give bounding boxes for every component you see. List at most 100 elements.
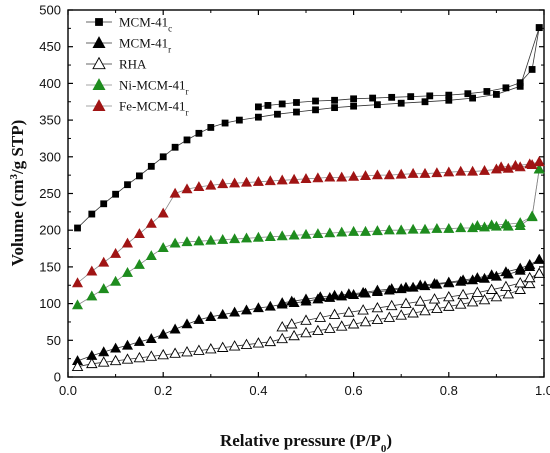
data-point [312, 228, 324, 239]
data-point [523, 277, 536, 289]
series-line-adsorption [77, 273, 540, 368]
data-point [421, 98, 429, 106]
data-point [195, 129, 203, 137]
data-point [383, 311, 396, 322]
data-point [169, 187, 181, 198]
data-point [535, 24, 543, 32]
data-point [217, 308, 229, 319]
data-point [286, 295, 298, 306]
data-point [240, 232, 253, 243]
data-point [523, 271, 536, 283]
data-point [414, 279, 426, 290]
data-point [181, 183, 193, 194]
y-tick-label: 100 [39, 296, 61, 311]
data-point [169, 347, 181, 358]
data-point [400, 297, 412, 308]
data-point [157, 207, 169, 218]
data-point [133, 351, 146, 363]
data-point [486, 269, 498, 280]
data-point [395, 224, 407, 235]
series-line-adsorption [77, 161, 540, 284]
legend-item: MCM-41r [86, 36, 171, 55]
data-point [205, 179, 217, 190]
data-point [407, 307, 419, 318]
legend-label: MCM-41r [119, 36, 171, 55]
data-point [336, 171, 348, 182]
data-point [407, 223, 419, 234]
axis-ticks: 0.0 0.2 0.4 0.6 0.8 1.0 0 50 100 150 200 250 300 350 4… [39, 3, 550, 399]
data-point [469, 94, 477, 102]
data-point [386, 283, 398, 294]
data-point [121, 353, 134, 364]
data-point [228, 340, 241, 351]
data-point [350, 102, 358, 110]
data-point [414, 295, 427, 306]
data-point [343, 306, 355, 317]
data-point [388, 93, 396, 101]
data-point [252, 302, 264, 313]
data-point [100, 200, 108, 208]
data-point [533, 267, 546, 278]
data-point [133, 258, 145, 269]
data-point [157, 242, 169, 252]
data-point [72, 277, 84, 288]
data-point [312, 106, 319, 114]
data-point [400, 281, 412, 292]
data-point [395, 168, 407, 179]
legend-item: RHA [86, 57, 147, 72]
data-point [324, 171, 336, 182]
data-point [471, 272, 483, 283]
x-tick-label: 0.6 [345, 383, 363, 398]
data-point [312, 324, 324, 336]
data-point [121, 237, 134, 248]
data-point [443, 276, 455, 287]
data-point [500, 218, 512, 229]
x-tick-label: 1.0 [535, 383, 550, 398]
data-point [483, 88, 491, 95]
data-point [110, 342, 122, 353]
data-point [443, 290, 455, 302]
data-point [264, 231, 276, 241]
data-point [324, 322, 336, 333]
data-point [193, 235, 205, 246]
data-point [293, 99, 300, 106]
data-point [252, 231, 264, 242]
data-point [254, 103, 262, 111]
data-point [264, 300, 276, 311]
legend-item: MCM-41c [86, 15, 172, 34]
data-point [147, 162, 155, 170]
data-point [288, 173, 300, 184]
data-point [145, 217, 157, 228]
y-tick-label: 450 [39, 39, 61, 54]
data-point [121, 339, 134, 350]
data-point [533, 253, 545, 264]
data-point [285, 318, 298, 329]
series-4 [72, 156, 545, 288]
data-point [293, 108, 300, 116]
data-point [347, 318, 360, 329]
legend-marker [92, 78, 106, 91]
data-point [359, 315, 372, 327]
data-point [445, 91, 453, 99]
data-point [274, 110, 281, 118]
data-point [205, 311, 217, 321]
legend-marker [92, 56, 106, 70]
data-point [229, 233, 241, 244]
data-point [183, 136, 191, 144]
legend-marker [95, 18, 103, 26]
legend-label: Fe-MCM-41r [119, 99, 188, 118]
data-point [300, 326, 312, 338]
data-point [331, 104, 338, 112]
y-tick-label: 50 [47, 333, 61, 348]
series-0 [74, 24, 543, 232]
y-tick-label: 350 [39, 113, 61, 128]
x-tick-label: 0.4 [249, 383, 267, 398]
data-point [485, 283, 498, 294]
data-point [428, 293, 441, 304]
series-3 [72, 163, 545, 310]
data-point [514, 283, 526, 294]
data-point [500, 266, 512, 277]
data-point [229, 306, 241, 317]
data-point [171, 143, 179, 151]
data-point [397, 99, 405, 107]
